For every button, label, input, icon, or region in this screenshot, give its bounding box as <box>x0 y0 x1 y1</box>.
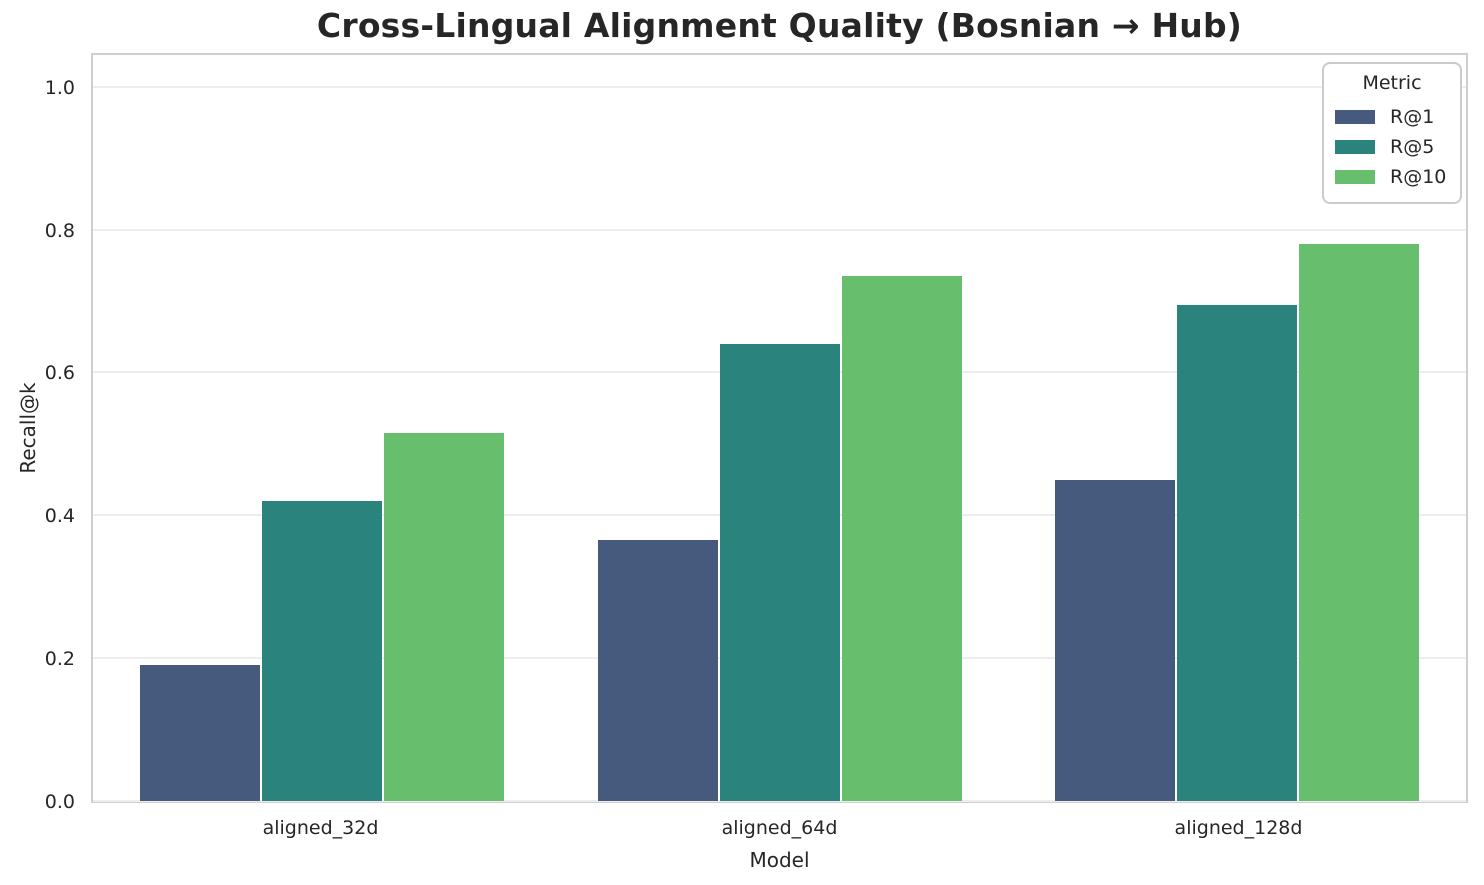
legend-label-R@10: R@10 <box>1390 166 1447 188</box>
bar-aligned_32d-R@1 <box>139 665 260 801</box>
legend-row-R@1: R@1 <box>1324 102 1460 132</box>
bar-aligned_128d-R@10 <box>1299 243 1420 801</box>
bar-aligned_32d-R@10 <box>383 433 504 801</box>
legend-label-R@5: R@5 <box>1390 136 1435 158</box>
legend-swatch-R@10 <box>1335 170 1375 184</box>
bar-group-aligned_64d <box>551 55 1009 801</box>
x-axis-ticks: aligned_32d aligned_64d aligned_128d <box>91 817 1468 843</box>
x-tick-label-aligned_32d: aligned_32d <box>262 817 379 839</box>
legend-rows: R@1 R@5 R@10 <box>1324 102 1460 192</box>
legend-row-R@5: R@5 <box>1324 132 1460 162</box>
gridline-y-0 <box>93 800 1466 802</box>
y-tick-label: 0.8 <box>44 219 75 242</box>
legend-row-R@10: R@10 <box>1324 162 1460 192</box>
legend: Metric R@1 R@5 R@10 <box>1322 62 1462 204</box>
bar-group-aligned_128d <box>1008 55 1466 801</box>
y-tick-label: 0.4 <box>44 505 75 528</box>
y-tick-label: 0.6 <box>44 362 75 385</box>
y-tick-label: 1.0 <box>44 76 75 99</box>
legend-swatch-R@1 <box>1335 110 1375 124</box>
bar-aligned_128d-R@1 <box>1055 479 1176 801</box>
y-axis-ticks: 0.0 0.2 0.4 0.6 0.8 1.0 <box>0 53 83 813</box>
bar-aligned_64d-R@5 <box>719 343 840 801</box>
bar-aligned_64d-R@1 <box>597 540 718 801</box>
x-tick-label-aligned_64d: aligned_64d <box>721 817 838 839</box>
x-tick-label-aligned_128d: aligned_128d <box>1174 817 1303 839</box>
bar-group-aligned_32d <box>93 55 551 801</box>
y-tick-label: 0.2 <box>44 648 75 671</box>
x-axis-label: Model <box>749 848 810 872</box>
chart-title: Cross-Lingual Alignment Quality (Bosnian… <box>316 6 1243 45</box>
bar-aligned_128d-R@5 <box>1177 304 1298 801</box>
y-tick-label: 0.0 <box>44 791 75 813</box>
plot-area <box>91 53 1468 803</box>
gridline-y-1 <box>93 85 1466 88</box>
bar-aligned_64d-R@10 <box>841 276 962 801</box>
bar-groups <box>93 55 1466 801</box>
legend-label-R@1: R@1 <box>1390 106 1435 128</box>
legend-swatch-R@5 <box>1335 140 1375 154</box>
gridline-y-0.8 <box>93 228 1466 231</box>
legend-title: Metric <box>1362 72 1422 94</box>
bar-aligned_32d-R@5 <box>261 501 382 801</box>
